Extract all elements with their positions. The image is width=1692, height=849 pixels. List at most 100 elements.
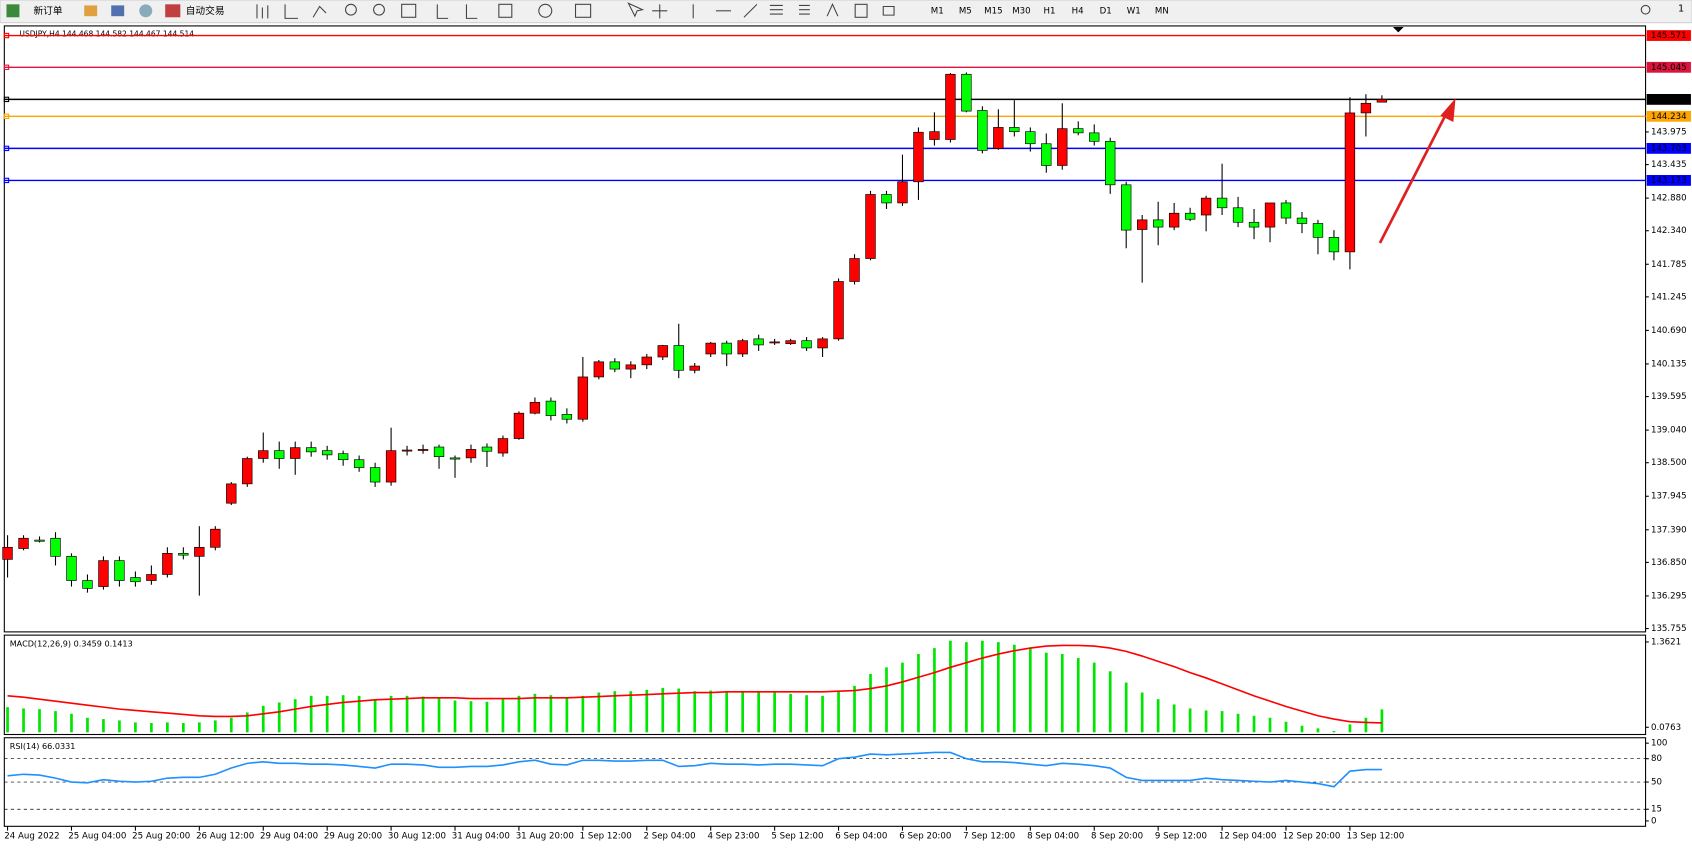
- x-tick-label: 29 Aug 20:00: [324, 832, 382, 842]
- candle-body: [1121, 184, 1132, 231]
- candle-body: [353, 459, 365, 468]
- price-level-tag: [1646, 30, 1691, 41]
- y-tick-label: 141.785: [1651, 260, 1687, 270]
- y-tick-label: 0: [1651, 816, 1656, 826]
- candle-body: [737, 340, 748, 355]
- x-tick-label: 5 Sep 12:00: [771, 832, 823, 842]
- timeframe-button[interactable]: M5: [959, 6, 972, 16]
- timeframe-button[interactable]: M30: [1012, 6, 1030, 16]
- main-chart-frame: [3, 25, 1647, 633]
- candle-body: [1025, 131, 1036, 145]
- y-tick-label: 140.135: [1651, 359, 1687, 369]
- timeframe-button[interactable]: W1: [1127, 6, 1141, 16]
- candle-body: [34, 539, 45, 542]
- price-level-label: 145.571: [1651, 31, 1687, 41]
- x-tick-label: 30 Aug 12:00: [388, 832, 446, 842]
- toolbar-icon[interactable]: [84, 5, 98, 17]
- candle-body: [961, 73, 972, 112]
- candle-body: [449, 457, 461, 460]
- price-level-tag: [1646, 61, 1691, 73]
- candle-body: [993, 127, 1004, 149]
- y-tick-label: 137.945: [1651, 492, 1687, 502]
- timeframe-button[interactable]: H1: [1044, 6, 1056, 16]
- auto-trading-icon[interactable]: [165, 4, 181, 18]
- indicator-line: [7, 751, 1382, 788]
- candle-body: [593, 361, 605, 378]
- level-handle: [3, 96, 10, 103]
- candle-body: [337, 453, 349, 461]
- price-level-label: 145.045: [1651, 63, 1687, 73]
- x-tick-label: 6 Sep 04:00: [835, 832, 887, 842]
- candle-body: [1232, 207, 1244, 223]
- plot-layer: 143.975 143.435 142.880 142.340 141.785 141.2…: [2, 30, 1691, 842]
- price-level-label: 143.703: [1651, 144, 1687, 154]
- candle-body: [625, 364, 636, 370]
- level-handle: [3, 64, 10, 71]
- arrow-shaft: [1378, 111, 1449, 244]
- candle-body: [1200, 197, 1212, 216]
- y-tick-label: 100: [1651, 739, 1667, 749]
- toolbar-bg: [0, 0, 1692, 24]
- y-tick-label: 139.595: [1651, 392, 1687, 402]
- candle-body: [274, 450, 285, 459]
- y-tick-label: 141.245: [1651, 292, 1687, 302]
- toolbar: 新订单 自动交易 1 M1 M5 M15 M30 H1 H4 D1 W1 MN: [0, 0, 1692, 24]
- candle-body: [897, 181, 908, 204]
- x-tick-label: 8 Sep 04:00: [1027, 832, 1079, 842]
- candle-body: [785, 340, 796, 345]
- candle-body: [2, 546, 13, 560]
- timeframe-button[interactable]: M1: [931, 6, 944, 16]
- toolbar-icon[interactable]: [111, 5, 125, 17]
- auto-trading-button[interactable]: 自动交易: [186, 4, 225, 17]
- notification-badge[interactable]: 1: [1678, 4, 1684, 15]
- candle-body: [609, 361, 621, 370]
- toolbar-icon[interactable]: [139, 4, 153, 18]
- y-tick-label: 143.975: [1651, 127, 1687, 137]
- y-tick-label: 15: [1651, 805, 1662, 815]
- candle-body: [1312, 223, 1324, 238]
- x-tick-label: 25 Aug 20:00: [132, 832, 190, 842]
- y-tick-label: 142.880: [1651, 194, 1687, 204]
- candle-body: [178, 553, 189, 556]
- candle-body: [306, 447, 317, 453]
- new-order-icon[interactable]: [6, 4, 20, 18]
- candle-body: [929, 131, 940, 140]
- annotation-arrow: [1378, 98, 1456, 244]
- x-tick-label: 29 Aug 04:00: [260, 832, 318, 842]
- candle-body: [705, 342, 716, 355]
- candle-body: [465, 449, 477, 459]
- level-handle: [3, 32, 10, 39]
- new-order-button[interactable]: 新订单: [33, 4, 62, 17]
- toolbar-icons[interactable]: [256, 2, 895, 19]
- level-handle: [3, 177, 10, 184]
- candle-body: [1089, 132, 1100, 142]
- timeframe-button[interactable]: MN: [1155, 6, 1169, 16]
- candle-body: [721, 342, 732, 355]
- candle-body: [641, 356, 652, 366]
- search-icon[interactable]: [1640, 4, 1651, 15]
- x-tick-label: 13 Sep 12:00: [1347, 832, 1405, 842]
- candle-body: [369, 467, 381, 483]
- candle-body: [114, 560, 125, 581]
- y-tick-label: 142.340: [1651, 226, 1687, 236]
- shift-marker: [1392, 27, 1404, 33]
- x-tick-label: 25 Aug 04:00: [68, 832, 126, 842]
- y-tick-label: 1.3621: [1651, 637, 1681, 647]
- candle-body: [1136, 219, 1148, 230]
- candle-body: [1184, 212, 1196, 220]
- timeframe-button[interactable]: H4: [1072, 6, 1084, 16]
- x-tick-label: 9 Sep 12:00: [1155, 832, 1207, 842]
- timeframe-button[interactable]: D1: [1100, 6, 1112, 16]
- candle-body: [753, 338, 764, 346]
- timeframe-button[interactable]: M15: [984, 6, 1002, 16]
- candle-body: [561, 414, 573, 420]
- price-level-tag: [1646, 110, 1691, 122]
- candle-body: [1168, 212, 1180, 228]
- price-level-label: 143.173: [1651, 176, 1687, 186]
- candle-body: [1152, 219, 1164, 228]
- candle-body: [529, 401, 541, 414]
- candle-body: [849, 258, 860, 282]
- candle-body: [913, 131, 924, 183]
